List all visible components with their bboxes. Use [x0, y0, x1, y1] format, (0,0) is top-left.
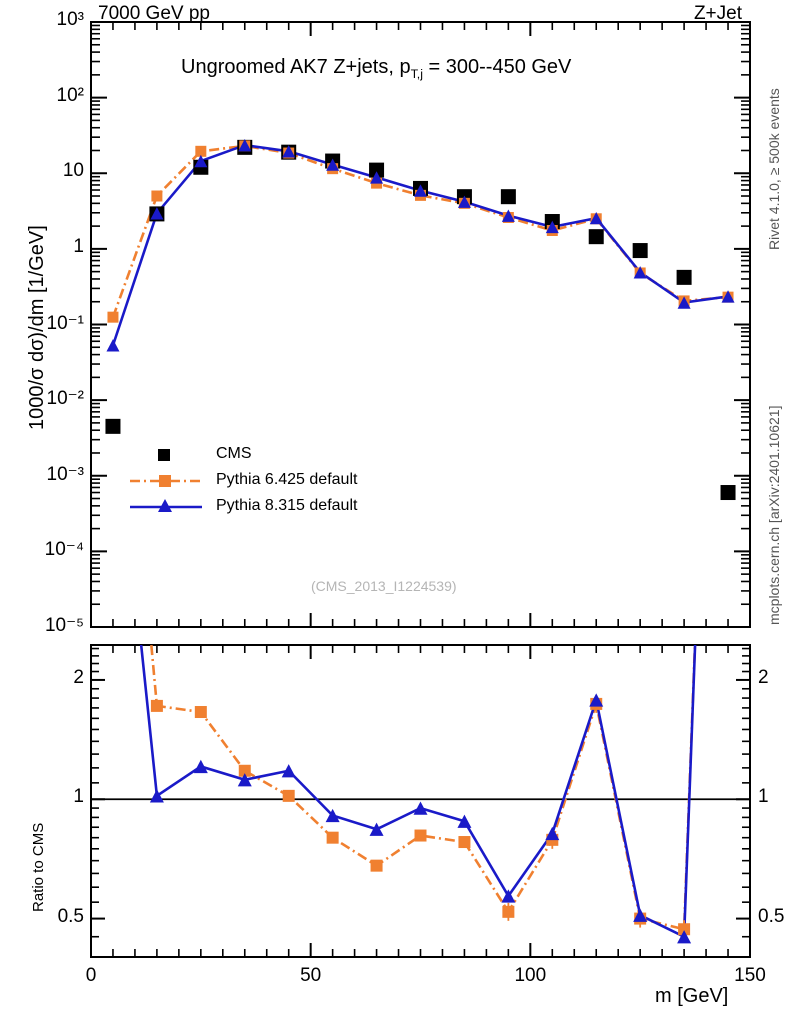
legend-marker-pythia6: [130, 475, 202, 487]
x-tick-label: 100: [514, 965, 547, 986]
y-tick-label-main: 10⁻²: [46, 388, 85, 410]
main-marker-pythia6: [195, 145, 207, 157]
x-axis-label: m [GeV]: [655, 985, 729, 1007]
ratio-marker-pythia8: [193, 759, 208, 774]
ratio-marker-pythia6: [238, 764, 251, 777]
main-marker-pythia8: [721, 290, 735, 303]
ratio-markers-pythia8: [149, 693, 692, 944]
ratio-marker-pythia6: [458, 836, 471, 849]
main-marker-pythia6: [151, 190, 163, 202]
main-marker-pythia8: [457, 195, 471, 208]
ratio-marker-pythia8: [545, 826, 560, 841]
main-marker-pythia8: [370, 171, 384, 184]
main-marker-pythia8: [238, 139, 252, 152]
main-marker-pythia8: [501, 209, 515, 222]
x-tick-label: 50: [300, 965, 322, 986]
ratio-marker-pythia8: [677, 930, 692, 944]
ratio-marker-pythia8: [369, 822, 384, 836]
header-left-label: 7000 GeV pp: [98, 3, 210, 24]
main-marker-pythia8: [545, 220, 559, 234]
main-marker-cms: [676, 269, 692, 285]
main-marker-cms: [588, 229, 604, 245]
x-tick-label: 150: [734, 965, 766, 986]
ratio-marker-pythia6: [370, 859, 383, 872]
main-marker-cms: [632, 243, 648, 259]
plot-title-subscript: T,j: [410, 67, 423, 81]
legend-marker-cms: [158, 449, 170, 461]
main-marker-pythia8: [106, 339, 120, 352]
ratio-marker-pythia6: [150, 699, 163, 712]
ratio-marker-pythia8: [149, 789, 164, 803]
y-tick-label-main: 10⁻⁴: [44, 539, 84, 561]
ratio-marker-pythia8: [237, 773, 252, 787]
y-tick-label-main: 1: [73, 235, 84, 257]
ratio-marker-pythia8: [633, 908, 648, 922]
y-tick-label-ratio-left: 0.5: [57, 905, 84, 927]
ratio-marker-pythia8: [281, 764, 296, 778]
main-marker-pythia8: [282, 145, 296, 158]
legend-label-pythia6: Pythia 6.425 default: [216, 471, 358, 488]
ratio-marker-pythia6: [194, 706, 207, 719]
ratio-markers-pythia6: [150, 694, 691, 939]
main-marker-pythia8: [633, 266, 647, 279]
ratio-panel-frame: [90, 644, 751, 958]
main-marker-pythia8: [150, 207, 164, 220]
main-marker-cms: [500, 189, 516, 205]
main-marker-pythia8: [414, 184, 427, 197]
y-tick-label-ratio-right: 1: [758, 786, 769, 808]
main-marker-pythia6: [107, 311, 119, 323]
ratio-line-pythia6: [150, 645, 697, 931]
ratio-marker-pythia8: [413, 801, 428, 815]
y-tick-label-main: 10²: [56, 84, 84, 106]
y-tick-label-main: 10: [62, 160, 84, 182]
x-tick-label: 0: [85, 965, 97, 986]
ratio-marker-pythia8: [325, 808, 340, 823]
main-marker-pythia8: [677, 296, 691, 309]
y-tick-label-ratio-right: 0.5: [758, 905, 785, 927]
ratio-marker-pythia8: [589, 693, 604, 707]
ratio-line-pythia8: [139, 645, 697, 939]
y-tick-label-main: 10³: [56, 9, 84, 30]
main-marker-cms: [369, 162, 385, 178]
legend-marker-pythia8: [130, 499, 202, 512]
ratio-marker-pythia6: [326, 831, 339, 844]
ratio-marker-pythia6: [678, 923, 691, 936]
watermark-label: (CMS_2013_I1224539): [311, 578, 457, 594]
legend-label-cms: CMS: [216, 445, 252, 462]
main-panel-frame: [90, 21, 751, 628]
main-marker-pythia8: [326, 158, 340, 171]
y-tick-label-main: 10⁻⁵: [44, 615, 84, 636]
y-tick-label-ratio-left: 1: [73, 786, 84, 808]
main-marker-pythia8: [194, 154, 208, 168]
main-marker-cms: [105, 418, 121, 434]
main-marker-pythia8: [589, 211, 603, 225]
y-tick-label-ratio-left: 2: [73, 666, 84, 688]
y-tick-label-main: 10⁻¹: [46, 312, 85, 334]
ratio-marker-pythia6: [502, 905, 515, 918]
legend-label-pythia8: Pythia 8.315 default: [216, 497, 358, 514]
plot-title: Ungroomed AK7 Z+jets, pT,j = 300--450 Ge…: [181, 56, 572, 81]
header-right-label: Z+Jet: [693, 3, 742, 24]
ratio-marker-pythia6: [282, 789, 295, 802]
y-tick-label-main: 10⁻³: [46, 463, 85, 485]
ratio-marker-pythia6: [414, 829, 427, 842]
y-tick-label-ratio-right: 2: [758, 666, 769, 688]
main-marker-cms: [720, 485, 736, 501]
ratio-marker-pythia8: [501, 889, 516, 903]
ratio-marker-pythia8: [457, 814, 472, 828]
